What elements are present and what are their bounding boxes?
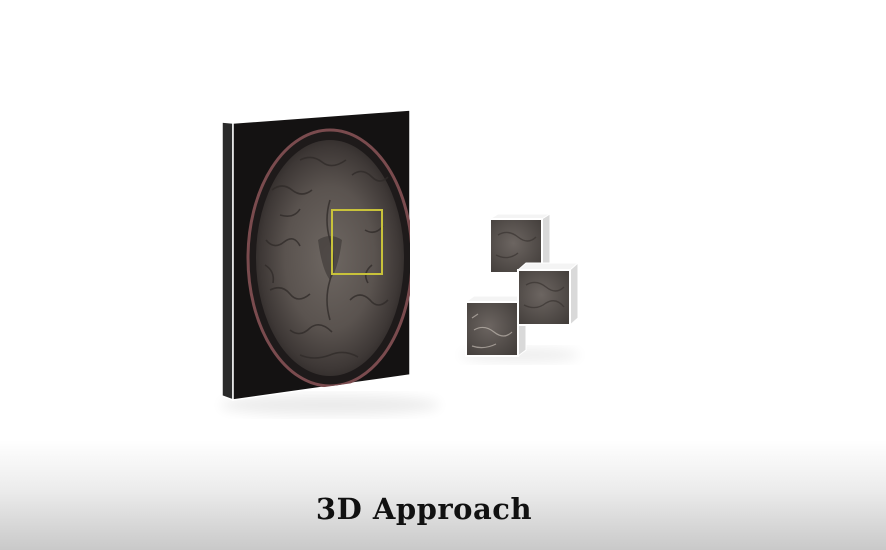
caption-title: 3D Approach	[315, 492, 533, 526]
slab-side-face	[221, 121, 234, 402]
caption-gradient-band	[0, 440, 886, 550]
mri-slab	[221, 109, 411, 402]
patch-cube-2	[516, 261, 580, 327]
ventricle	[318, 236, 342, 280]
patch-cube-3	[464, 295, 528, 357]
slab-shadow	[220, 395, 440, 415]
brain-gyri-texture	[264, 156, 389, 359]
patch-cube-1	[488, 213, 552, 274]
roi-selection-box	[331, 209, 383, 275]
